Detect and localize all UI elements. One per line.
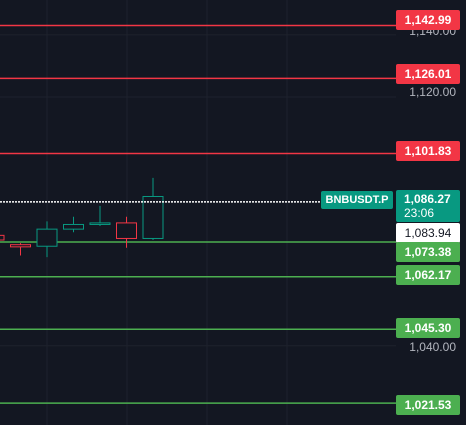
candle-body-6 (142, 195, 164, 239)
resistance-tag-1[interactable]: 1,142.99 (396, 10, 460, 30)
candle-body-0 (0, 234, 5, 241)
candle-body-4 (89, 222, 111, 225)
price-levels (0, 24, 396, 404)
candle-countdown: 23:06 (404, 206, 435, 220)
candle-body-1 (10, 244, 31, 248)
support-tag-4[interactable]: 1,021.53 (396, 395, 460, 415)
symbol-label: BNBUSDT.P (321, 191, 393, 209)
support-tag-3[interactable]: 1,045.30 (396, 318, 460, 338)
candlesticks (0, 177, 164, 258)
support-tag-2[interactable]: 1,062.17 (396, 265, 460, 285)
current-price-value: 1,086.27 (404, 192, 451, 206)
axis-tick-1120: 1,120.00 (409, 85, 456, 99)
candle-body-2 (36, 228, 58, 247)
resistance-tag-2[interactable]: 1,126.01 (396, 64, 460, 84)
candle-body-3 (63, 223, 84, 230)
axis-tick-1040: 1,040.00 (409, 340, 456, 354)
resistance-tag-3[interactable]: 1,101.83 (396, 141, 460, 161)
ask-price-tag: 1,083.94 (396, 223, 460, 243)
support-tag-1[interactable]: 1,073.38 (396, 242, 460, 262)
candle-body-5 (116, 222, 137, 239)
current-price-tag: 1,086.27 23:06 (396, 190, 460, 222)
chart-grid (0, 0, 396, 425)
